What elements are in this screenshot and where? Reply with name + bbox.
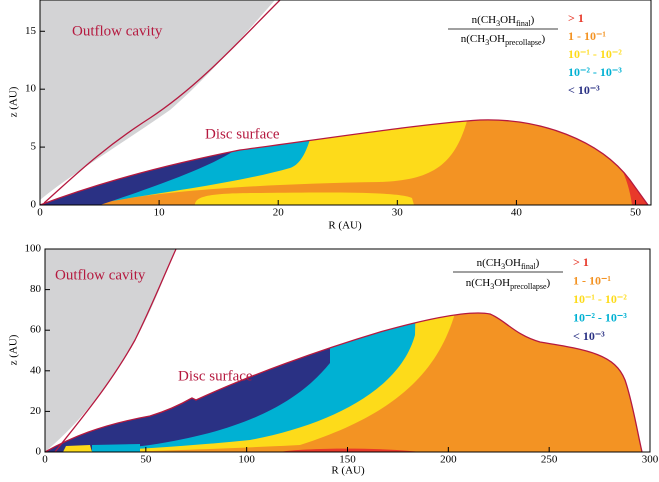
y-tick-label: 100 <box>25 243 42 255</box>
disc-surface <box>44 312 643 453</box>
legend-entry: > 1 <box>568 11 584 25</box>
outflow-cavity <box>45 249 175 452</box>
annotation: Outflow cavity <box>72 23 163 39</box>
x-tick-label: 50 <box>140 454 152 466</box>
x-tick-label: 250 <box>541 454 558 466</box>
legend-title-part: precollapse <box>505 38 542 47</box>
legend-title-part: ) <box>542 33 546 45</box>
region <box>92 444 140 452</box>
x-tick-label: 200 <box>440 454 457 466</box>
x-tick-label: 0 <box>37 207 43 219</box>
legend-title-part: precollapse <box>510 282 547 291</box>
annotation: Disc surface <box>178 368 253 384</box>
legend-entry: 10⁻² - 10⁻³ <box>573 310 627 324</box>
region <box>63 445 92 452</box>
legend-title-numerator: n(CH3OHfinal) <box>472 14 535 29</box>
legend-title-part: final <box>516 19 531 28</box>
y-tick-label: 5 <box>31 141 37 153</box>
legend-entry: < 10⁻³ <box>568 83 600 97</box>
cavity-wall <box>54 248 177 453</box>
legend-title-part: n(CH <box>477 257 502 269</box>
x-axis-label: R (AU) <box>328 220 362 232</box>
legend-title-part: ) <box>536 257 540 269</box>
y-tick-label: 0 <box>31 199 37 211</box>
legend-title-part: OH <box>505 257 521 269</box>
y-tick-label: 80 <box>30 283 42 295</box>
disc-surface <box>39 119 649 206</box>
x-tick-label: 100 <box>238 454 255 466</box>
y-tick-label: 15 <box>25 25 37 37</box>
y-tick-label: 0 <box>36 446 42 458</box>
region <box>195 192 414 205</box>
legend-title-denominator: n(CH3OHprecollapse) <box>466 277 551 292</box>
outflow-cavity <box>40 0 275 200</box>
plot-frame <box>39 0 652 206</box>
legend-title-numerator: n(CH3OHfinal) <box>477 257 540 272</box>
legend-entry: 10⁻² - 10⁻³ <box>568 65 622 79</box>
legend-title-part: ) <box>547 277 551 289</box>
x-tick-label: 10 <box>154 207 166 219</box>
legend-entry: < 10⁻³ <box>573 329 605 343</box>
legend-title-part: ) <box>531 14 535 26</box>
legend-title-part: OH <box>500 14 516 26</box>
region <box>280 448 420 452</box>
legend-title-part: 3 <box>496 19 500 28</box>
legend-entry: > 1 <box>573 255 589 269</box>
cavity-wall <box>43 0 281 204</box>
legend-title-part: final <box>521 262 536 271</box>
y-tick-label: 10 <box>25 83 37 95</box>
x-tick-label: 30 <box>392 207 404 219</box>
legend-entry: 10⁻¹ - 10⁻² <box>568 47 622 61</box>
legend-title-part: 3 <box>485 38 489 47</box>
x-tick-label: 20 <box>273 207 285 219</box>
legend-title-part: 3 <box>490 282 494 291</box>
legend-title-part: n(CH <box>472 14 497 26</box>
x-tick-label: 50 <box>630 207 642 219</box>
x-tick-label: 300 <box>642 454 659 466</box>
legend-title-part: OH <box>494 277 510 289</box>
legend-title-part: OH <box>489 33 505 45</box>
y-tick-label: 60 <box>30 324 42 336</box>
x-tick-label: 40 <box>511 207 523 219</box>
legend-entry: 1 - 10⁻¹ <box>568 29 606 43</box>
annotation: Disc surface <box>205 126 280 142</box>
x-tick-label: 150 <box>339 454 356 466</box>
y-tick-label: 40 <box>30 364 42 376</box>
legend-title-part: n(CH <box>461 33 486 45</box>
y-axis-label: z (AU) <box>8 86 20 117</box>
legend-title-denominator: n(CH3OHprecollapse) <box>461 33 546 48</box>
legend-entry: 1 - 10⁻¹ <box>573 273 611 287</box>
x-tick-label: 0 <box>42 454 48 466</box>
legend-entry: 10⁻¹ - 10⁻² <box>573 292 627 306</box>
annotation: Outflow cavity <box>55 267 146 283</box>
legend-title-part: n(CH <box>466 277 491 289</box>
legend-title-part: 3 <box>501 262 505 271</box>
x-axis-label: R (AU) <box>331 465 365 477</box>
y-axis-label: z (AU) <box>8 334 20 365</box>
y-tick-label: 20 <box>30 405 42 417</box>
